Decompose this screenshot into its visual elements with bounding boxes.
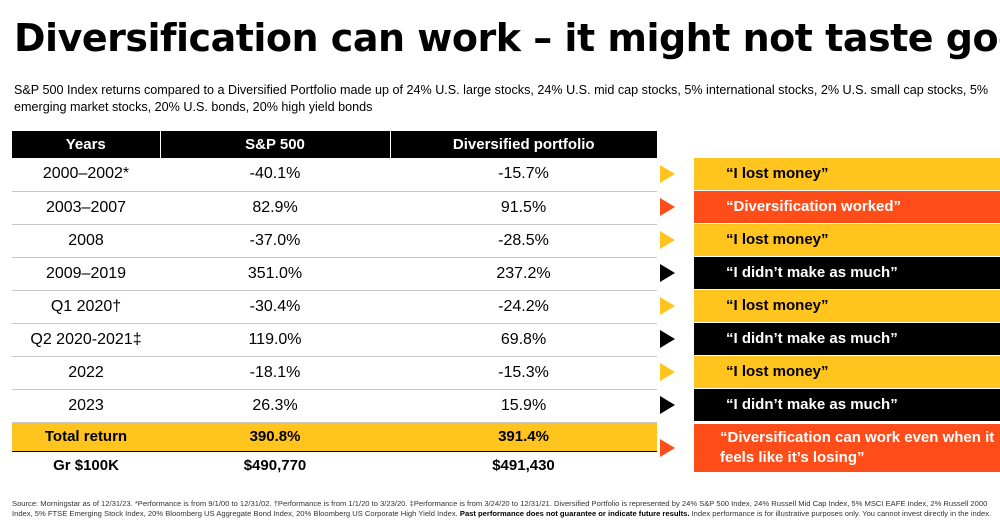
source-text-2: Index performance is for illustrative pu… (691, 509, 992, 518)
table-header-row: Years S&P 500 Diversified portfolio (12, 131, 657, 158)
row-year: 2003–2007 (12, 191, 160, 225)
row-diversified: 15.9% (390, 389, 657, 423)
arrow-right-icon (660, 330, 675, 348)
row-year: Q2 2020-2021‡ (12, 323, 160, 357)
header-sp500: S&P 500 (160, 131, 391, 158)
callout-didnt-make-as-much: “I didn’t make as much” (660, 323, 1000, 355)
callout-didnt-make-as-much: “I didn’t make as much” (660, 389, 1000, 421)
returns-table: Years S&P 500 Diversified portfolio 2000… (12, 131, 657, 480)
row-diversified: -28.5% (390, 224, 657, 258)
table-row: Q1 2020† -30.4% -24.2% (12, 290, 657, 324)
row-year: 2000–2002* (12, 158, 160, 192)
row-sp500: 351.0% (160, 257, 390, 291)
page-title: Diversification can work – it might not … (14, 16, 1000, 60)
callout-text: “Diversification worked” (694, 191, 1000, 223)
callout-text: “I didn’t make as much” (694, 389, 1000, 421)
row-sp500: -40.1% (160, 158, 390, 192)
row-year: 2022 (12, 356, 160, 390)
row-diversified: 237.2% (390, 257, 657, 291)
row-year: 2023 (12, 389, 160, 423)
callout-lost-money: “I lost money” (660, 356, 1000, 388)
row-year: Q1 2020† (12, 290, 160, 324)
row-sp500: 82.9% (160, 191, 390, 225)
callout-text: “I didn’t make as much” (694, 323, 1000, 355)
arrow-right-icon (660, 165, 675, 183)
header-diversified: Diversified portfolio (390, 131, 657, 158)
table-row: 2023 26.3% 15.9% (12, 389, 657, 423)
row-diversified: -24.2% (390, 290, 657, 324)
total-return-row: Total return 390.8% 391.4% (12, 421, 657, 452)
arrow-right-icon (660, 396, 675, 414)
callout-diversification-worked: “Diversification worked” (660, 191, 1000, 223)
table-row: Q2 2020-2021‡ 119.0% 69.8% (12, 323, 657, 357)
table-row: 2003–2007 82.9% 91.5% (12, 191, 657, 225)
arrow-right-icon (660, 264, 675, 282)
growth-label: Gr $100K (53, 457, 119, 475)
callout-text: “I lost money” (694, 290, 1000, 322)
arrow-right-icon (660, 231, 675, 249)
row-diversified: 69.8% (390, 323, 657, 357)
table-row: 2000–2002* -40.1% -15.7% (12, 158, 657, 192)
callout-didnt-make-as-much: “I didn’t make as much” (660, 257, 1000, 289)
growth-sp500: $490,770 (243, 457, 307, 475)
row-year: 2008 (12, 224, 160, 258)
row-diversified: 91.5% (390, 191, 657, 225)
callout-text: “I didn’t make as much” (694, 257, 1000, 289)
table-row: 2009–2019 351.0% 237.2% (12, 257, 657, 291)
row-sp500: -37.0% (160, 224, 390, 258)
row-sp500: -18.1% (160, 356, 390, 390)
header-years: Years (12, 131, 161, 158)
row-sp500: 119.0% (160, 323, 390, 357)
arrow-right-icon (660, 198, 675, 216)
row-year: 2009–2019 (12, 257, 160, 291)
growth-row: Gr $100K $490,770 $491,430 (12, 451, 657, 480)
row-diversified: -15.3% (390, 356, 657, 390)
total-diversified: 391.4% (390, 421, 657, 452)
row-sp500: 26.3% (160, 389, 390, 423)
arrow-right-icon (660, 297, 675, 315)
table-row: 2022 -18.1% -15.3% (12, 356, 657, 390)
arrow-right-icon (660, 363, 675, 381)
table-row: 2008 -37.0% -28.5% (12, 224, 657, 258)
callout-text: “I lost money” (694, 356, 1000, 388)
row-diversified: -15.7% (390, 158, 657, 192)
total-label: Total return (12, 421, 160, 452)
callout-diversification-can-work: “Diversification can work even when it f… (660, 424, 1000, 472)
row-sp500: -30.4% (160, 290, 390, 324)
callout-lost-money: “I lost money” (660, 224, 1000, 256)
page-subtitle: S&P 500 Index returns compared to a Dive… (14, 83, 989, 114)
callout-lost-money: “I lost money” (660, 158, 1000, 190)
callout-text: “I lost money” (694, 224, 1000, 256)
callout-lost-money: “I lost money” (660, 290, 1000, 322)
callout-text: “I lost money” (694, 158, 1000, 190)
source-text: Source: Morningstar as of 12/31/23. *Per… (12, 499, 988, 518)
source-disclaimer: Past performance does not guarantee or i… (459, 509, 690, 518)
source-footnote: Source: Morningstar as of 12/31/23. *Per… (12, 499, 997, 519)
total-sp500: 390.8% (160, 421, 390, 452)
arrow-right-icon (660, 439, 675, 457)
growth-diversified: $491,430 (492, 457, 555, 475)
callout-text: “Diversification can work even when it f… (694, 424, 1000, 472)
